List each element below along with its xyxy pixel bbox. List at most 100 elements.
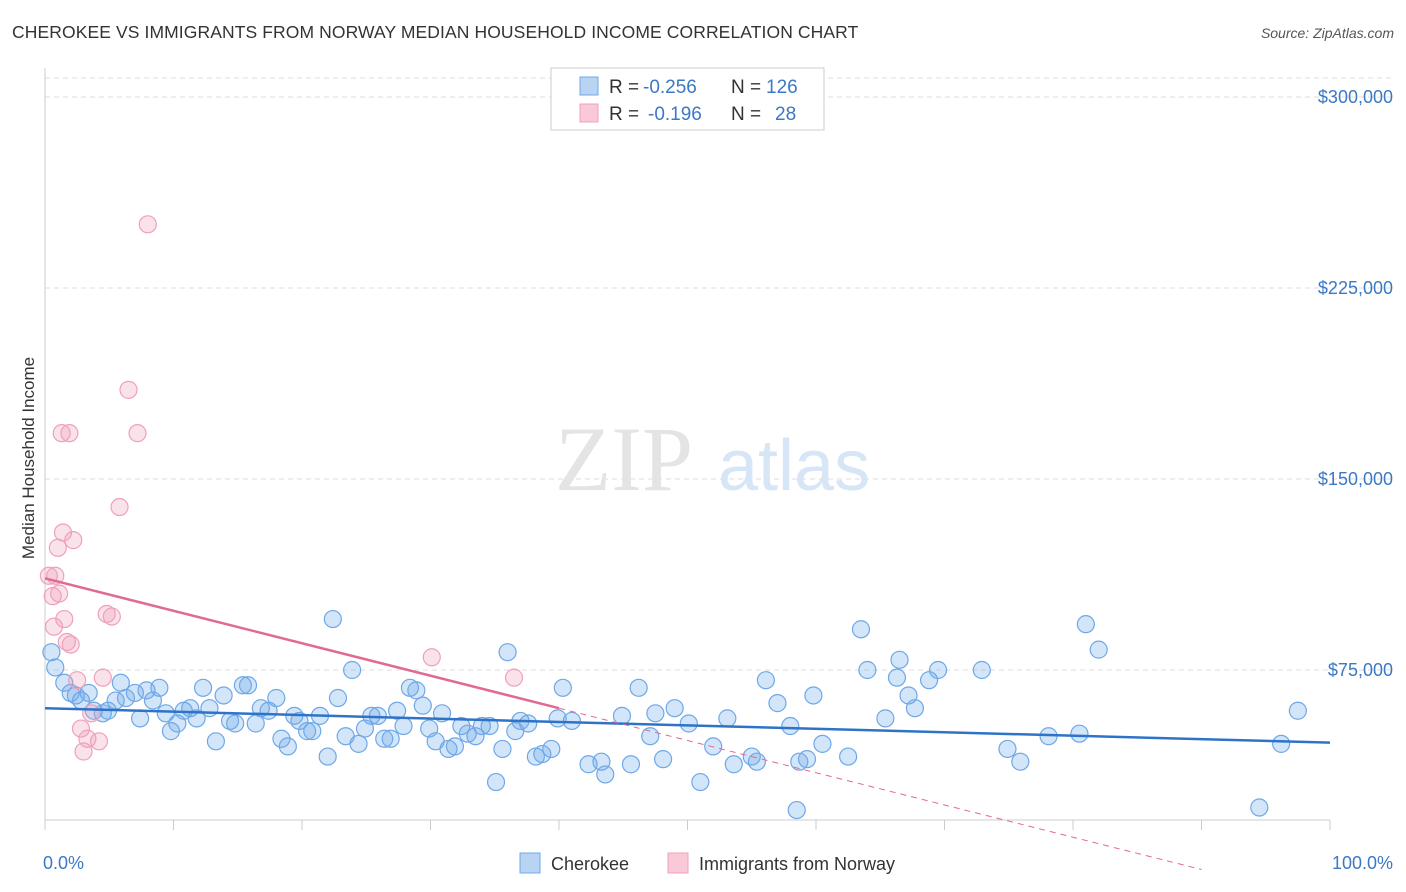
point-norway (504, 668, 524, 687)
point-cherokee (452, 716, 471, 736)
point-cherokee (813, 734, 832, 753)
point-norway (44, 617, 64, 636)
point-norway (61, 635, 80, 654)
point-cherokee (375, 729, 394, 748)
legend-box: R = -0.256 N = 126 R = -0.196 N = 28 (550, 67, 825, 131)
legend-r-label-2: R = (609, 104, 639, 125)
point-cherokee (466, 727, 485, 746)
data-points (39, 215, 1307, 820)
watermark: ZIP atlas (555, 408, 870, 510)
point-cherokee (629, 678, 648, 697)
point-cherokee (768, 694, 787, 713)
point-cherokee (972, 660, 991, 680)
point-cherokee (407, 681, 426, 700)
point-cherokee (1288, 701, 1307, 720)
point-cherokee (343, 660, 362, 680)
point-cherokee (876, 709, 895, 728)
point-cherokee (781, 716, 800, 736)
chart-title: CHEROKEE VS IMMIGRANTS FROM NORWAY MEDIA… (12, 22, 859, 42)
point-norway (138, 215, 157, 234)
y-axis-label: Median Household Income (19, 357, 38, 559)
y-tick-label: $225,000 (1318, 278, 1393, 298)
point-cherokee (928, 660, 948, 680)
legend-swatch-blue (579, 76, 599, 96)
bottom-legend-norway: Immigrants from Norway (699, 854, 895, 874)
point-cherokee (646, 704, 665, 723)
point-cherokee (387, 701, 407, 720)
trend-lines (44, 577, 1331, 870)
point-cherokee (1076, 615, 1095, 634)
point-cherokee (612, 706, 632, 725)
point-cherokee (323, 609, 342, 629)
point-cherokee (890, 650, 909, 669)
point-cherokee (246, 714, 265, 733)
point-norway (110, 497, 129, 517)
point-cherokee (161, 722, 181, 741)
point-cherokee (1070, 724, 1089, 743)
point-cherokee (756, 671, 775, 690)
point-cherokee (381, 729, 400, 748)
point-cherokee (187, 709, 206, 728)
point-cherokee (797, 750, 817, 769)
point-cherokee (1089, 640, 1108, 659)
point-cherokee (445, 737, 465, 756)
bottom-legend-cherokee: Cherokee (551, 854, 629, 874)
point-cherokee (267, 688, 286, 708)
point-cherokee (653, 750, 673, 769)
grid-lines (45, 77, 1392, 671)
point-cherokee (290, 711, 309, 731)
point-cherokee (1011, 752, 1030, 771)
point-cherokee (718, 709, 737, 728)
point-cherokee (42, 643, 61, 662)
point-cherokee (533, 744, 552, 764)
y-tick-labels: $75,000 $150,000 $225,000 $300,000 (1318, 87, 1393, 680)
point-cherokee (641, 727, 660, 746)
point-cherokee (272, 729, 291, 748)
point-norway (53, 523, 73, 542)
point-norway (97, 604, 116, 624)
point-cherokee (238, 676, 258, 695)
y-tick-label: $75,000 (1328, 660, 1393, 680)
point-cherokee (150, 678, 169, 697)
watermark-atlas: atlas (718, 426, 870, 506)
trend-line-norway-extension (558, 707, 1202, 870)
point-cherokee (1272, 734, 1291, 753)
legend-r-value-1: -0.256 (643, 77, 697, 98)
bottom-legend-swatch-norway (667, 852, 689, 874)
point-cherokee (747, 752, 766, 771)
point-cherokee (111, 673, 130, 692)
legend-n-value-2: 28 (775, 104, 796, 125)
bottom-legend: Cherokee Immigrants from Norway (519, 852, 895, 874)
point-cherokee (679, 714, 698, 733)
point-cherokee (278, 737, 297, 756)
point-norway (68, 671, 87, 690)
point-cherokee (480, 716, 499, 736)
point-cherokee (116, 688, 136, 708)
point-cherokee (394, 716, 413, 736)
axes (44, 68, 1331, 830)
point-norway (55, 609, 74, 629)
point-norway (89, 732, 109, 751)
trend-line-cherokee (44, 706, 1331, 744)
point-cherokee (79, 683, 98, 703)
point-norway (102, 607, 121, 626)
point-norway (74, 742, 93, 761)
point-cherokee (318, 747, 337, 766)
point-cherokee (519, 714, 538, 733)
point-cherokee (905, 699, 925, 718)
legend-swatch-pink (579, 103, 599, 123)
point-cherokee (724, 755, 743, 774)
point-norway (71, 719, 91, 738)
point-cherokee (214, 686, 233, 705)
point-cherokee (193, 678, 213, 697)
trend-line-norway (44, 577, 560, 710)
point-norway (50, 584, 69, 603)
point-cherokee (130, 709, 150, 728)
y-tick-label: $150,000 (1318, 469, 1393, 489)
point-cherokee (226, 714, 245, 733)
point-norway (48, 538, 67, 557)
point-cherokee (498, 643, 517, 662)
x-tick-label-max: 100.0% (1332, 853, 1393, 873)
point-cherokee (621, 755, 641, 774)
